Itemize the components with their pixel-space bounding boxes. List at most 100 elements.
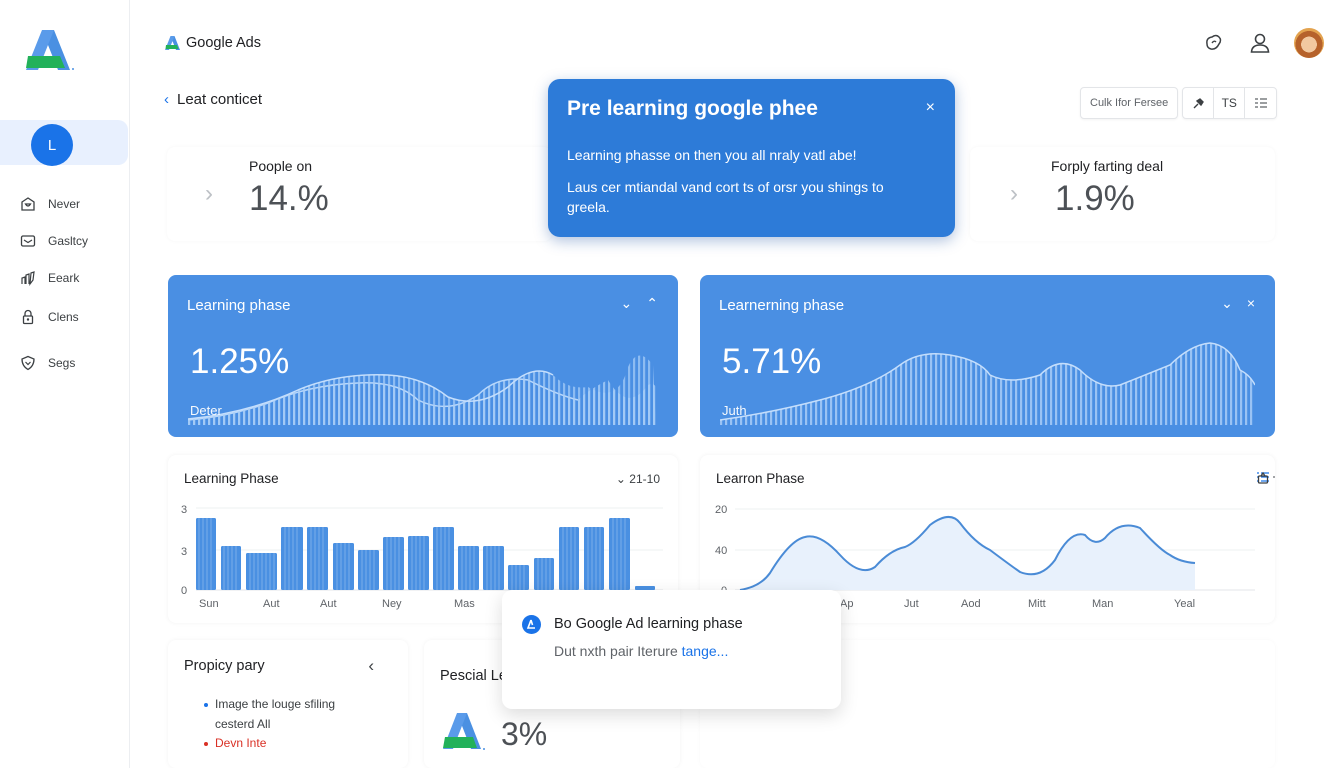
- card-value: 1.25%: [190, 342, 290, 381]
- x-tick: Aod: [961, 598, 981, 610]
- profile-avatar[interactable]: [1294, 28, 1324, 58]
- chevron-down-icon[interactable]: ⌄: [1221, 295, 1233, 311]
- svg-text:3: 3: [181, 504, 187, 516]
- x-tick: Man: [1092, 598, 1113, 610]
- stat-label: Forply farting deal: [1051, 158, 1164, 174]
- account-icon[interactable]: [1248, 31, 1272, 55]
- stat-card-people-on: › Poople on 14.%: [167, 147, 552, 241]
- sparkline-chart-overlay: [188, 355, 656, 425]
- date-range-dropdown[interactable]: ⌄ 21-10: [615, 472, 660, 486]
- stat-card-forply: › Forply farting deal 1.9%: [970, 147, 1275, 241]
- chevron-up-icon[interactable]: ⌃: [646, 295, 658, 311]
- x-tick: Aut: [263, 598, 280, 610]
- card-value: 3%: [501, 716, 548, 752]
- learning-phase-popover: Pre learning google phee × Learning phas…: [548, 79, 955, 237]
- x-tick: Yeal: [1174, 598, 1195, 610]
- pin-button[interactable]: [1183, 88, 1215, 118]
- export-icon[interactable]: [1257, 472, 1269, 484]
- sidebar-item-label: Eeark: [48, 271, 80, 285]
- list-view-button[interactable]: [1245, 88, 1276, 118]
- lock-icon: [22, 309, 34, 325]
- x-tick: Aut: [320, 598, 337, 610]
- popover-title: Pre learning google phee: [567, 97, 818, 120]
- notification-toast: Bo Google Ad learning phase Dut nxth pai…: [502, 590, 841, 709]
- x-tick: Mitt: [1028, 598, 1046, 610]
- card-sub-label: Deter: [190, 403, 222, 418]
- list-item-error[interactable]: Devn Inte: [204, 734, 335, 754]
- chevron-left-icon: ‹: [164, 91, 169, 108]
- toast-title: Bo Google Ad learning phase: [554, 616, 743, 632]
- toast-desc-text: Dut nxth pair Iterure: [554, 643, 678, 659]
- top-icons: [1202, 28, 1324, 58]
- chevron-left-icon[interactable]: ‹: [368, 656, 374, 675]
- learning-phase-card-1: Learning phase ⌄ ⌃ 1.25% Deter: [168, 275, 678, 437]
- brand[interactable]: Google Ads: [165, 35, 261, 51]
- close-icon[interactable]: ×: [1246, 295, 1255, 311]
- x-tick: Mas: [454, 598, 475, 610]
- view-segmented-control: TS: [1182, 87, 1278, 119]
- google-ads-small-logo-icon: [165, 36, 180, 50]
- brand-name: Google Ads: [186, 35, 261, 51]
- list-item: cesterd All: [215, 716, 271, 731]
- card-title: Learnerning phase: [719, 297, 845, 314]
- chart-icon: [21, 271, 35, 286]
- toolbar: Culk Ifor Fersee TS: [1080, 87, 1278, 119]
- google-ads-badge-icon: [522, 615, 541, 634]
- card-value: 5.71%: [722, 342, 822, 381]
- chevron-right-icon[interactable]: ›: [1010, 180, 1018, 207]
- help-icon[interactable]: [1202, 31, 1226, 55]
- stat-label: Poople on: [249, 158, 313, 174]
- x-tick: Sun: [199, 598, 219, 610]
- page-title: Leat conticet: [177, 91, 263, 108]
- pin-icon: [1193, 97, 1204, 108]
- bullet-list: Image the louge sfiling cesterd All Devn…: [204, 695, 335, 754]
- svg-text:0: 0: [181, 585, 187, 597]
- mail-icon: [20, 235, 36, 247]
- card-sub-label: Juth: [722, 403, 747, 418]
- ts-button[interactable]: TS: [1214, 88, 1246, 118]
- sidebar-item-clens[interactable]: Clens: [20, 306, 79, 328]
- stat-value: 1.9%: [1055, 179, 1135, 218]
- x-tick: Ney: [382, 598, 402, 610]
- card-title: Propicy pary: [184, 658, 265, 674]
- bar-chart: 3 3 0 Sun Aut Au: [181, 504, 663, 610]
- sidebar-item-eeark[interactable]: Eeark: [20, 267, 79, 289]
- sidebar-item-label: Clens: [48, 310, 79, 324]
- sparkline-chart: [720, 342, 1255, 425]
- svg-text:40: 40: [715, 545, 727, 557]
- svg-text:20: 20: [715, 504, 727, 516]
- sidebar-item-never[interactable]: Never: [20, 193, 80, 215]
- card-title: Learning phase: [187, 297, 291, 314]
- x-tick: Jut: [904, 598, 919, 610]
- policy-card: Propicy pary ‹ Image the louge sfiling c…: [168, 640, 408, 768]
- sidebar-avatar[interactable]: L: [31, 124, 73, 166]
- sidebar-item-gasltcy[interactable]: Gasltcy: [20, 230, 88, 252]
- popover-text: Learning phasse on then you all nraly va…: [567, 147, 857, 163]
- toast-description: Dut nxth pair Iterure tange...: [554, 643, 728, 659]
- filter-button[interactable]: Culk Ifor Fersee: [1080, 87, 1179, 119]
- list-item: Image the louge sfiling: [204, 695, 335, 715]
- card-title: Pescial Le: [440, 668, 507, 684]
- chevron-down-icon[interactable]: ⌄: [620, 295, 633, 311]
- list-icon: [1254, 98, 1267, 108]
- sidebar-item-label: Never: [48, 197, 81, 211]
- area-chart: 20 40 0 Ap Jut Aod Mitt Man Yeal: [715, 504, 1255, 610]
- learning-phase-card-2: Learnerning phase ⌄ × 5.71% Juth: [700, 275, 1275, 437]
- sidebar-item-label: Gasltcy: [48, 234, 89, 248]
- google-ads-logo-icon: [443, 713, 485, 750]
- close-icon[interactable]: ×: [925, 99, 935, 116]
- card-title: Learron Phase: [716, 471, 805, 486]
- svg-text:3: 3: [181, 546, 187, 558]
- x-tick: Ap: [840, 598, 853, 610]
- sidebar-item-label: Segs: [48, 356, 76, 370]
- shield-icon: [21, 355, 35, 371]
- chevron-right-icon[interactable]: ›: [205, 180, 213, 207]
- back-link[interactable]: ‹ Leat conticet: [164, 91, 262, 108]
- stat-value: 14.%: [249, 179, 329, 218]
- sidebar: L Never Gasltcy Eeark Clens Segs: [0, 0, 130, 768]
- popover-text: Laus cer mtiandal vand cort ts of orsr y…: [567, 179, 884, 215]
- sidebar-item-segs[interactable]: Segs: [20, 352, 75, 374]
- line-chart-card: 20 40 0 Ap Jut Aod Mitt Man Yeal Learron…: [700, 455, 1275, 623]
- toast-link[interactable]: tange...: [681, 643, 729, 659]
- google-ads-logo-icon[interactable]: [24, 28, 76, 72]
